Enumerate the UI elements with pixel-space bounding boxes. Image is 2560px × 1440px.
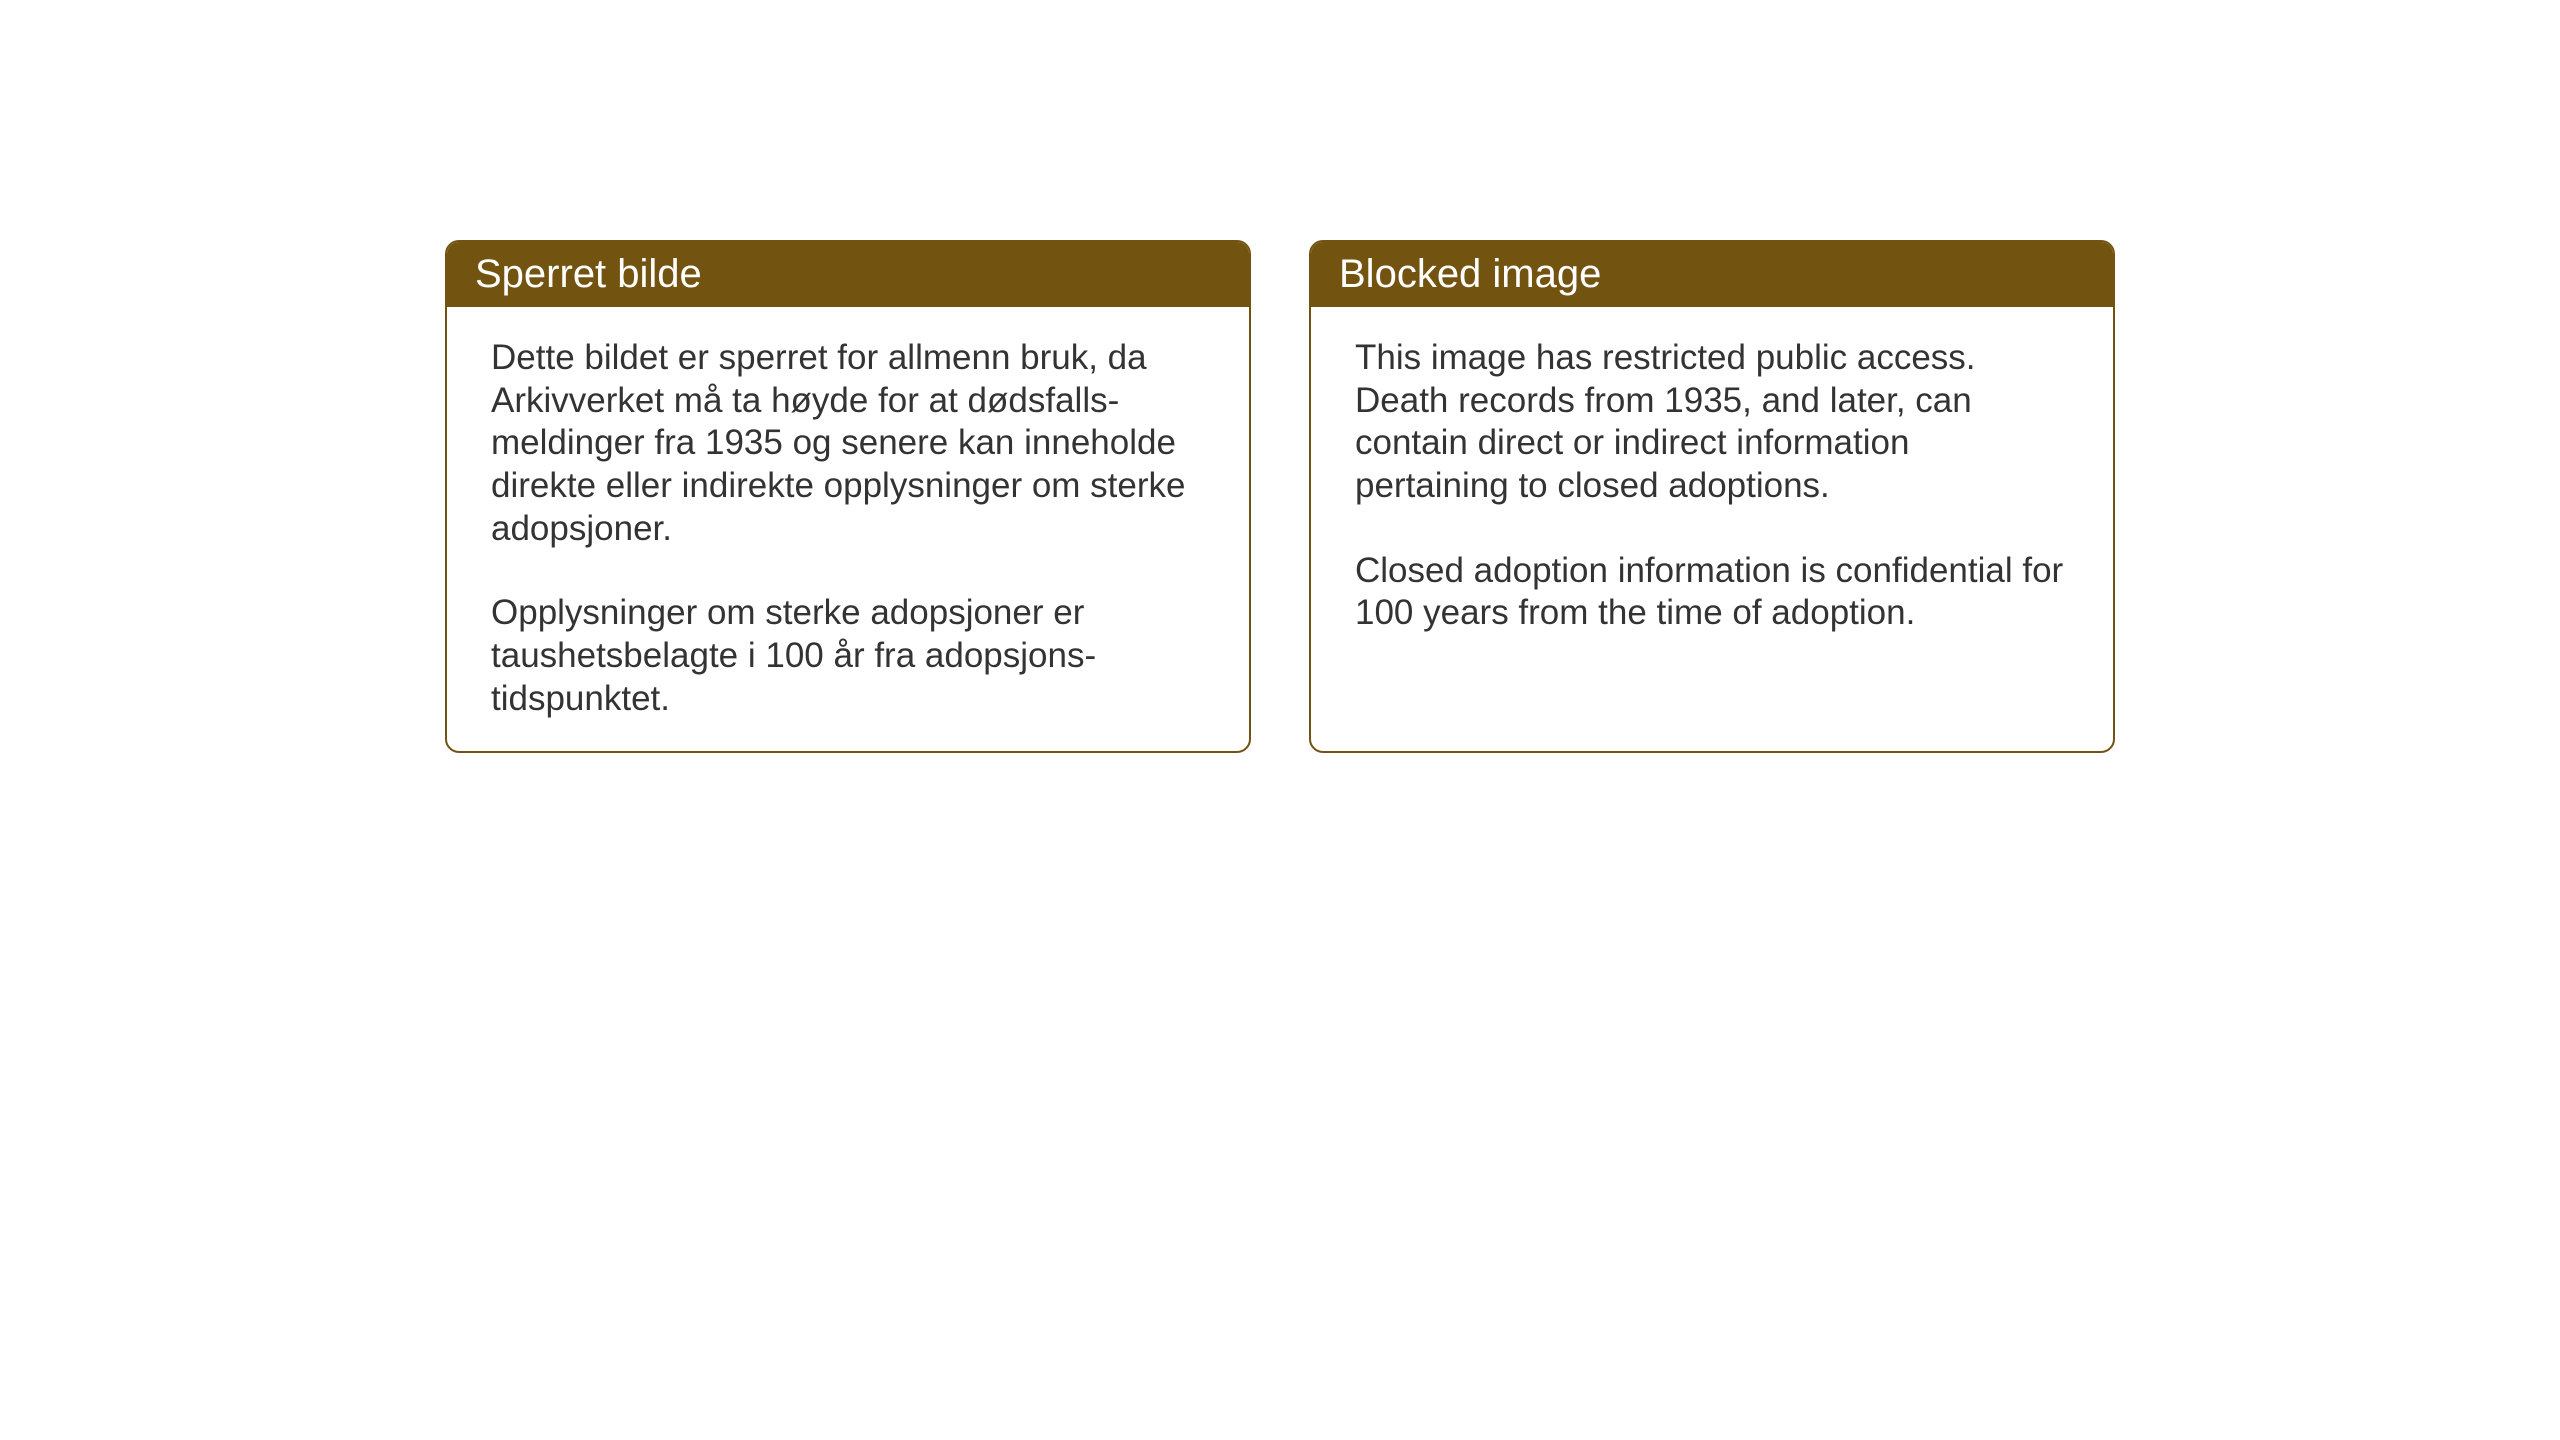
- panel-norwegian-paragraph-1: Dette bildet er sperret for allmenn bruk…: [491, 337, 1205, 550]
- notice-container: Sperret bilde Dette bildet er sperret fo…: [445, 240, 2115, 753]
- panel-norwegian-header: Sperret bilde: [447, 242, 1249, 307]
- panel-english-paragraph-1: This image has restricted public access.…: [1355, 337, 2069, 508]
- panel-norwegian-body: Dette bildet er sperret for allmenn bruk…: [447, 307, 1249, 751]
- panel-english-paragraph-2: Closed adoption information is confident…: [1355, 550, 2069, 635]
- panel-english-header: Blocked image: [1311, 242, 2113, 307]
- panel-english-title: Blocked image: [1339, 252, 1601, 296]
- panel-english-body: This image has restricted public access.…: [1311, 307, 2113, 737]
- panel-english: Blocked image This image has restricted …: [1309, 240, 2115, 753]
- panel-norwegian-paragraph-2: Opplysninger om sterke adopsjoner er tau…: [491, 592, 1205, 720]
- panel-norwegian-title: Sperret bilde: [475, 252, 702, 296]
- panel-norwegian: Sperret bilde Dette bildet er sperret fo…: [445, 240, 1251, 753]
